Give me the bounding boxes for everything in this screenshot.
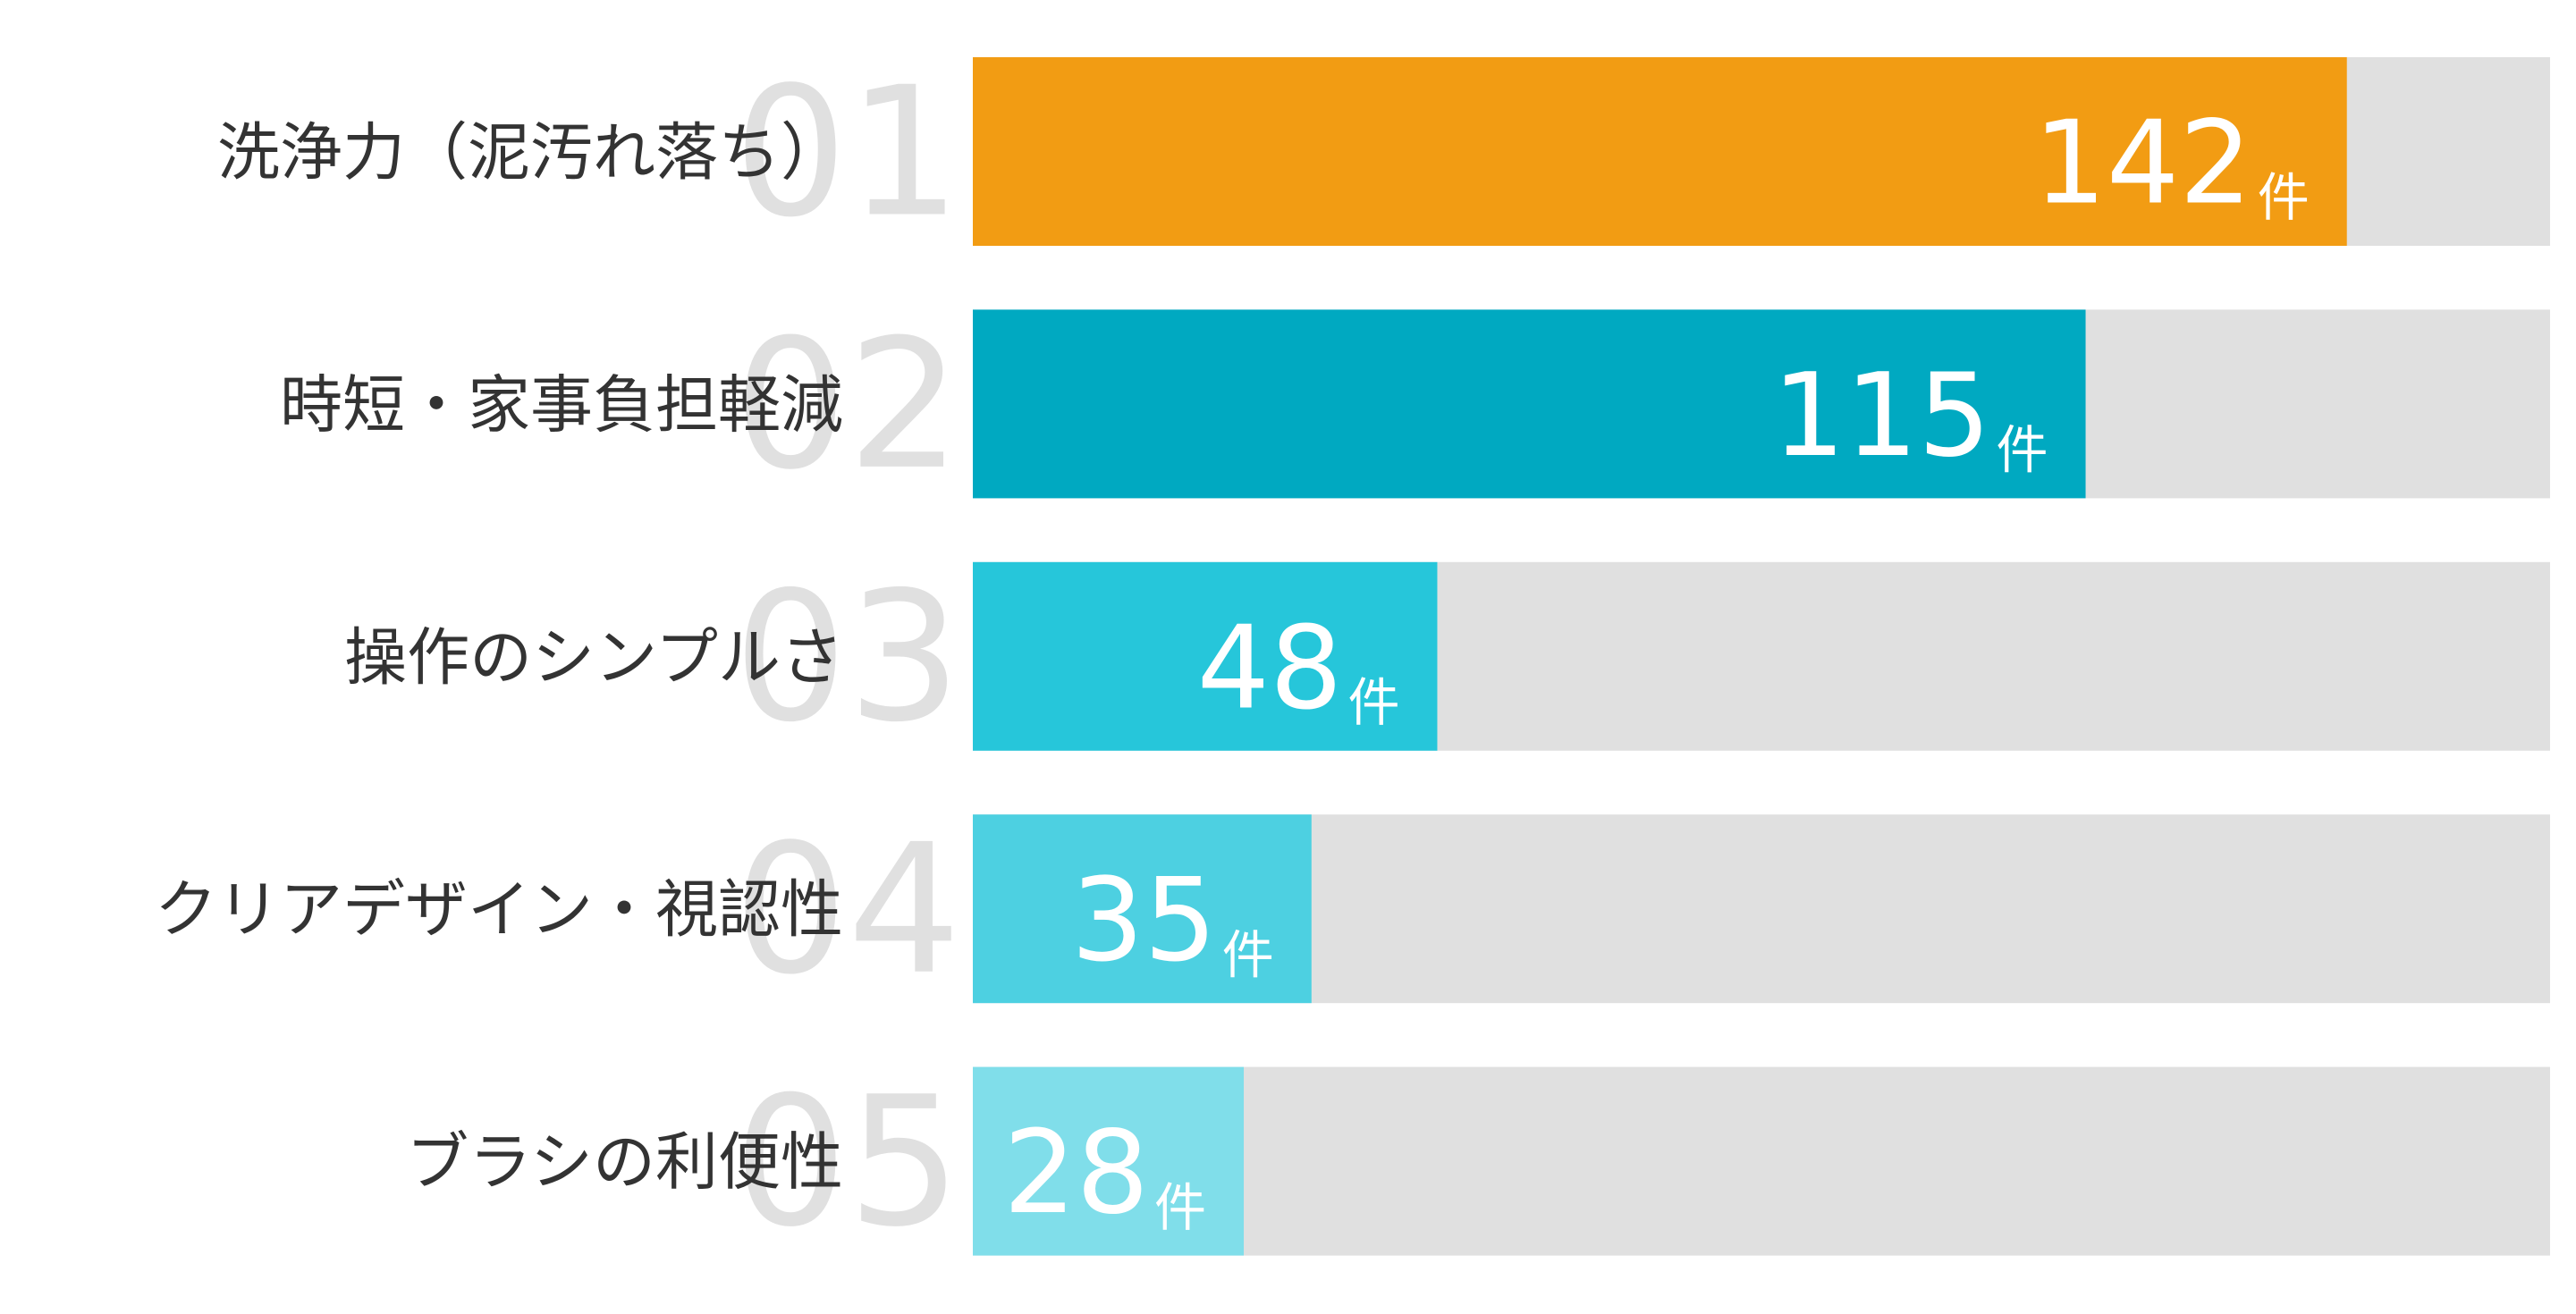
value-label: 48 <box>1197 602 1343 735</box>
value-unit: 件 <box>1154 1177 1206 1238</box>
category-label: ブラシの利便性 <box>406 1125 843 1199</box>
category-label: 洗浄力（泥汚れ落ち） <box>217 116 843 190</box>
category-label: 操作のシンプルさ <box>344 620 843 694</box>
rank-number: 03 <box>734 553 962 762</box>
category-label: クリアデザイン・視認性 <box>155 873 843 947</box>
value-label: 142 <box>2033 97 2251 230</box>
value-label: 35 <box>1071 855 1217 988</box>
bar <box>973 814 1312 1004</box>
rank-number: 05 <box>734 1058 962 1267</box>
bar <box>973 309 2086 499</box>
value-label: 28 <box>1003 1107 1149 1240</box>
bar <box>973 57 2347 246</box>
bar <box>973 1066 1245 1256</box>
value-unit: 件 <box>1222 924 1274 985</box>
value-unit: 件 <box>2258 167 2310 228</box>
bar <box>973 561 1438 751</box>
category-label: 時短・家事負担軽減 <box>280 368 843 442</box>
value-label: 115 <box>1772 350 1990 483</box>
rank-number: 01 <box>734 49 962 257</box>
rank-number: 04 <box>734 806 962 1015</box>
rank-number: 02 <box>734 301 962 510</box>
value-unit: 件 <box>1347 672 1399 733</box>
value-unit: 件 <box>1997 420 2048 481</box>
